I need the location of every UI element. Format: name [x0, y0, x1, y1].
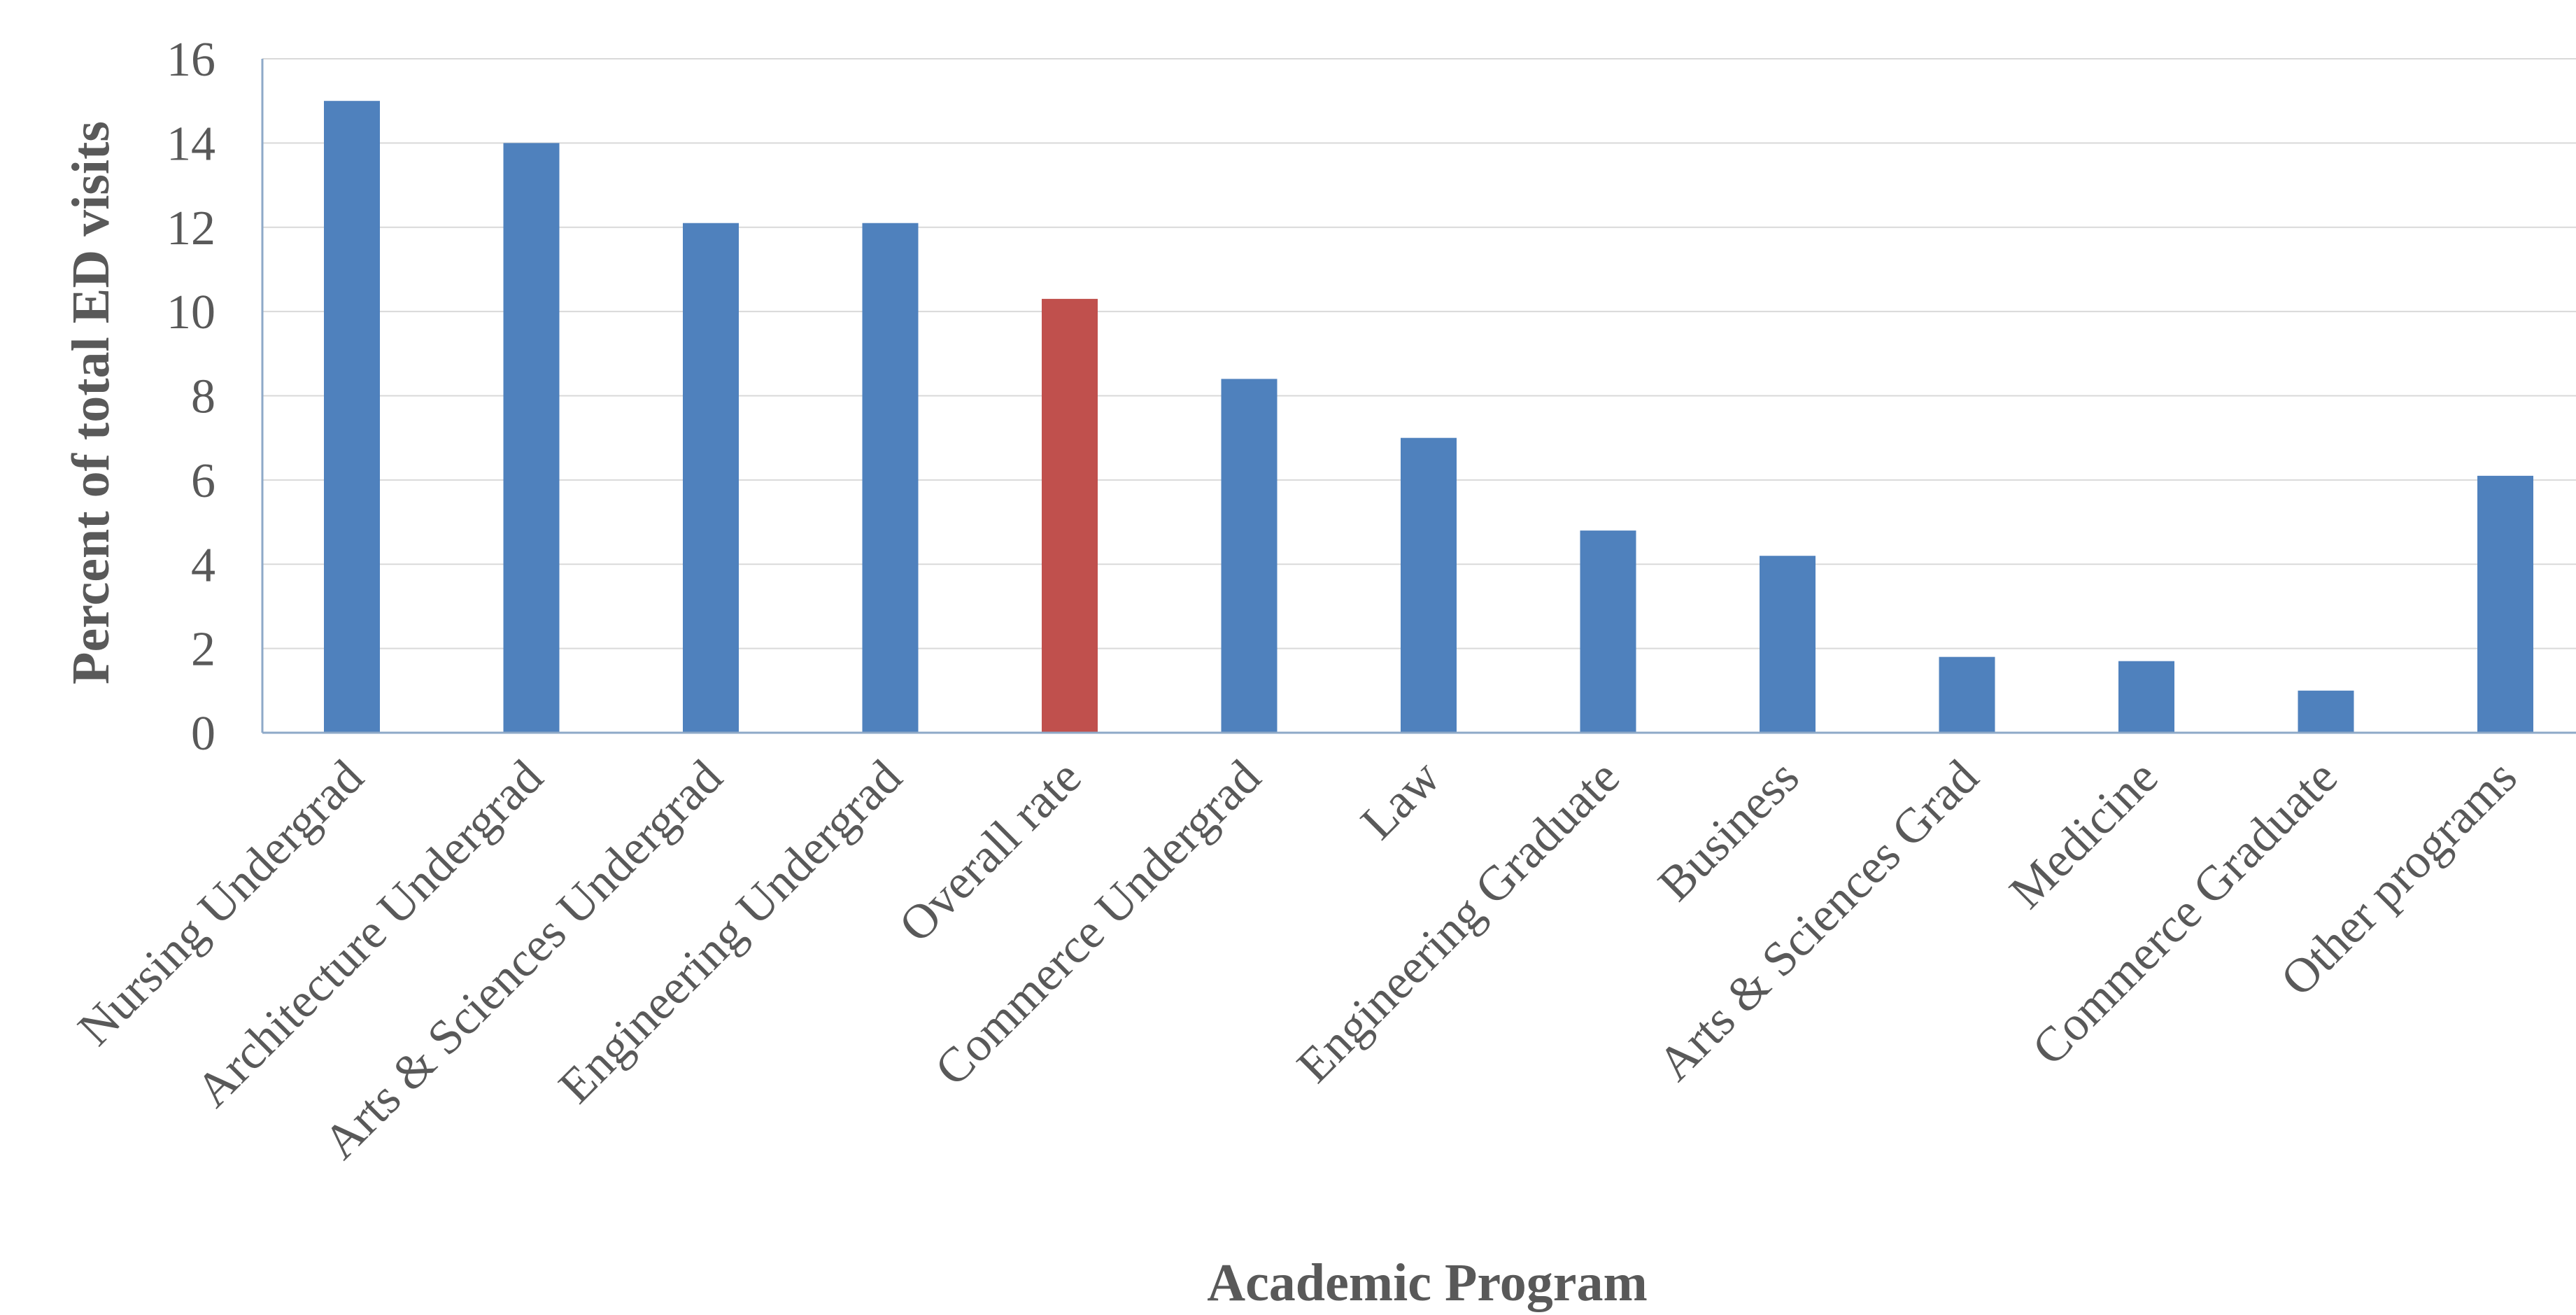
bar-architecture-undergrad [503, 143, 560, 733]
y-tick-label-12: 12 [167, 202, 215, 255]
y-tick-label-14: 14 [167, 117, 215, 171]
x-tick-label-engineering-graduate: Engineering Graduate [1287, 750, 1630, 1093]
bar-commerce-undergrad [1221, 379, 1278, 733]
bar-business [1760, 556, 1816, 733]
x-tick-label-medicine: Medicine [2000, 750, 2168, 919]
y-tick-label-6: 6 [191, 454, 215, 508]
bars [324, 101, 2533, 733]
bar-medicine [2118, 661, 2174, 733]
y-tick-label-0: 0 [191, 707, 215, 761]
y-tick-label-2: 2 [191, 623, 215, 677]
y-axis-title: Percent of total ED visits [62, 121, 120, 684]
bar-commerce-graduate [2298, 690, 2354, 733]
x-tick-label-law: Law [1351, 750, 1451, 850]
bar-engineering-graduate [1580, 530, 1636, 733]
y-tick-labels: 0 2 4 6 8 10 12 14 16 [167, 33, 215, 761]
bar-nursing-undergrad [324, 101, 380, 733]
bar-engineering-undergrad [862, 223, 919, 733]
y-tick-label-4: 4 [191, 538, 215, 592]
bar-arts-and-sciences-grad [1939, 656, 1995, 733]
axes [261, 59, 2576, 734]
bar-arts-and-sciences-undergrad [683, 223, 739, 733]
x-tick-label-arts-and-sciences-grad: Arts & Sciences Grad [1648, 750, 1988, 1091]
bar-overall-rate [1042, 299, 1098, 733]
y-tick-label-16: 16 [167, 33, 215, 87]
x-axis-title: Academic Program [1207, 1253, 1648, 1312]
x-tick-label-commerce-undergrad: Commerce Undergrad [925, 750, 1271, 1097]
x-tick-label-business: Business [1648, 750, 1809, 911]
x-tick-label-engineering-undergrad: Engineering Undergrad [549, 750, 912, 1113]
y-tick-label-10: 10 [167, 286, 215, 339]
bar-other-programs [2477, 475, 2533, 733]
bar-law [1401, 437, 1457, 733]
x-tick-label-architecture-undergrad: Architecture Undergrad [186, 750, 553, 1118]
y-tick-label-8: 8 [191, 370, 215, 424]
x-tick-label-commerce-graduate: Commerce Graduate [2022, 750, 2347, 1076]
